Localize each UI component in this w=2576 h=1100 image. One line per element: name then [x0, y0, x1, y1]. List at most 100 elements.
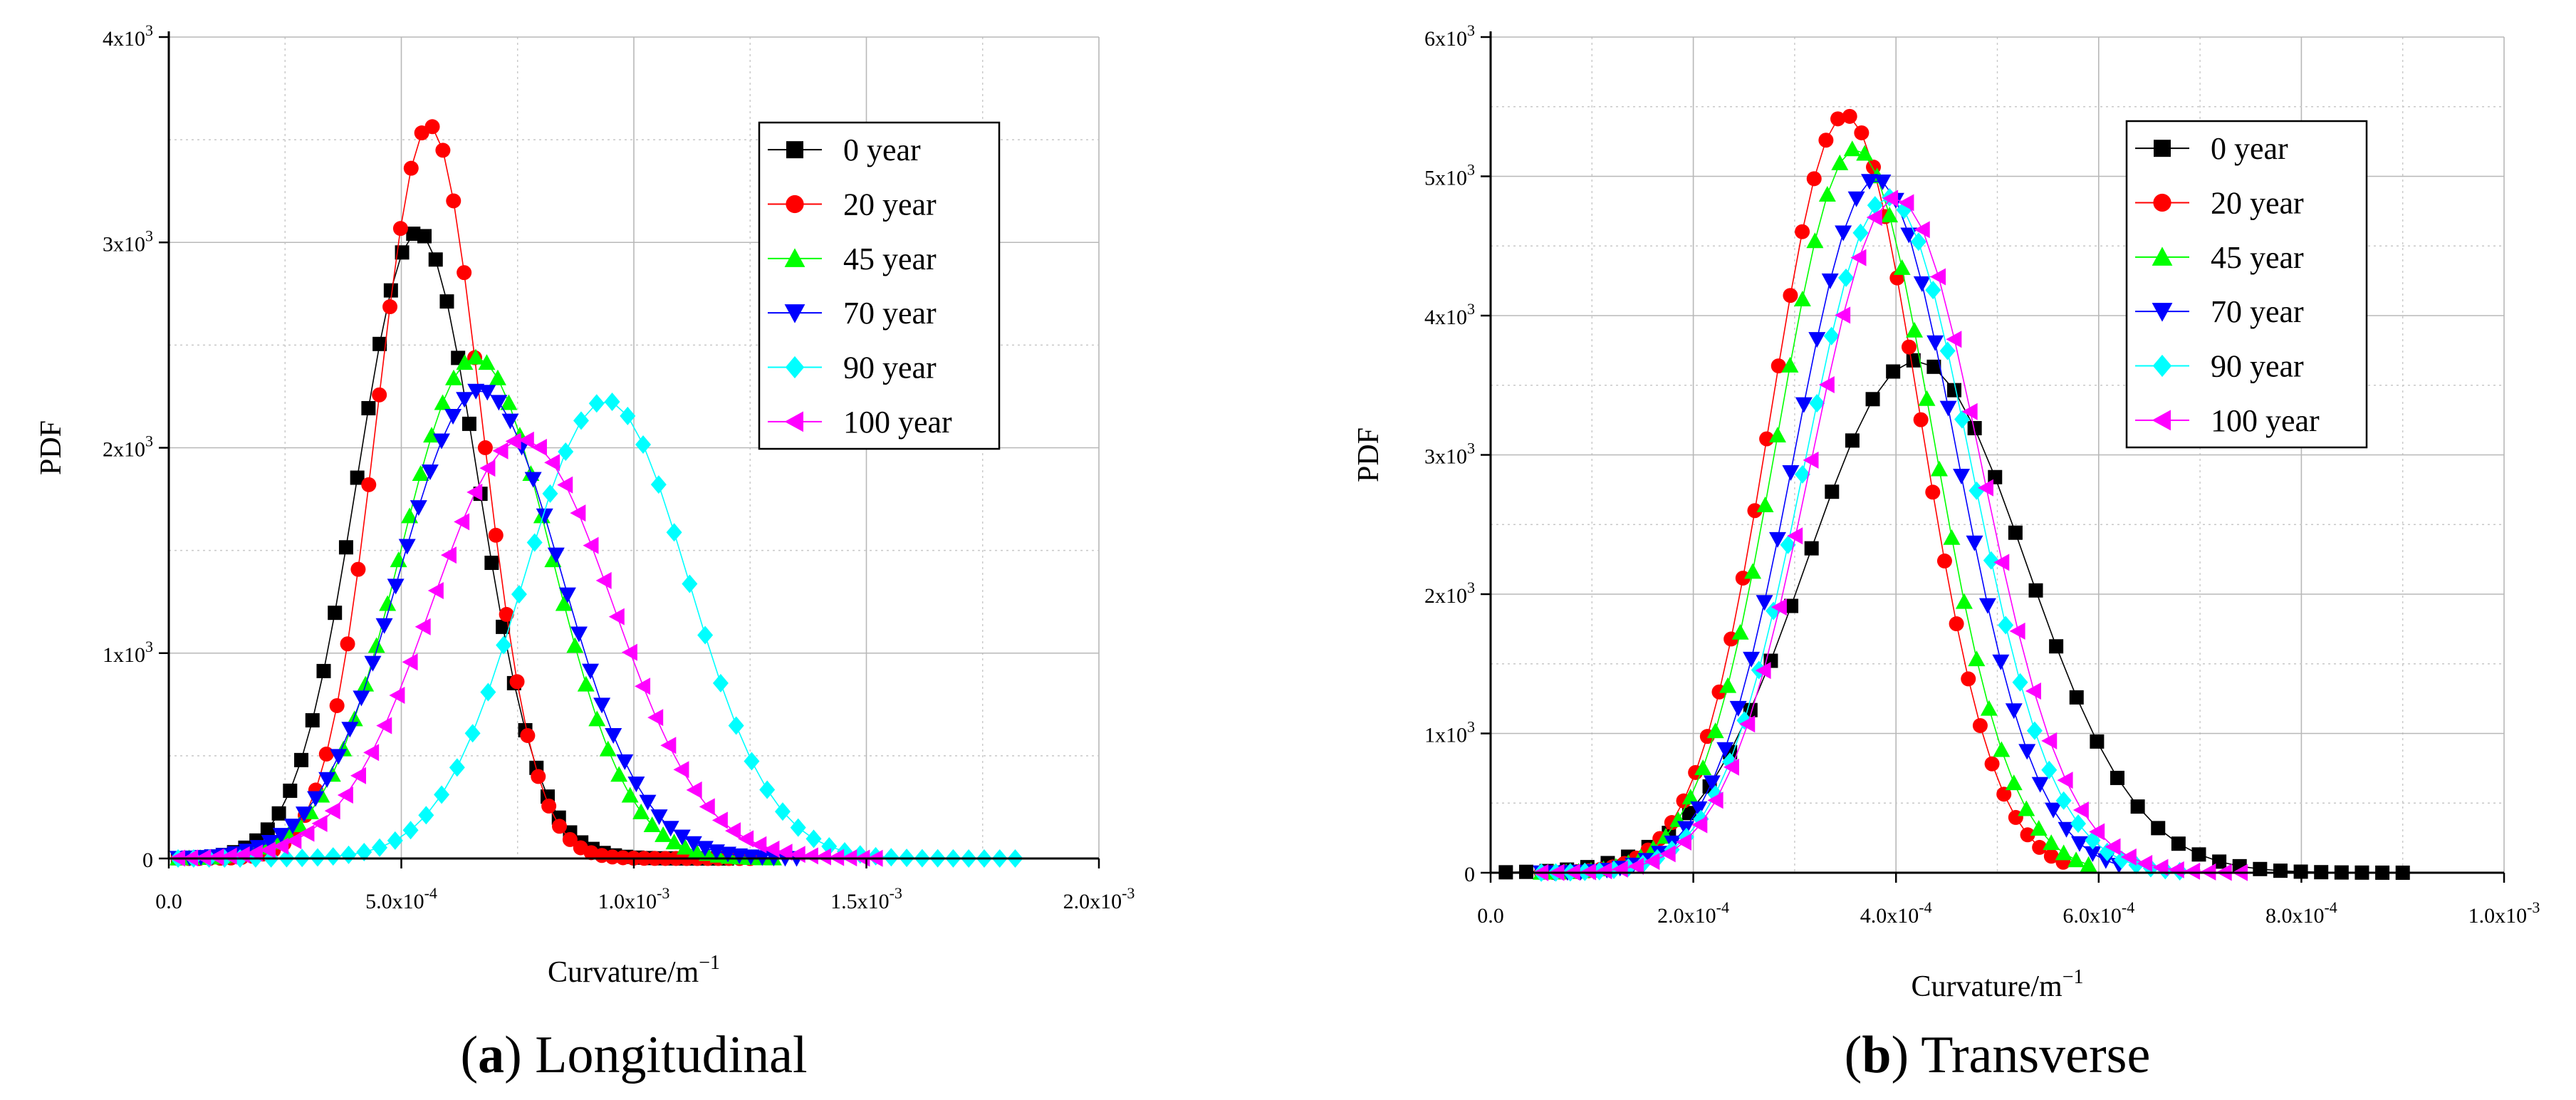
- data-point: [1842, 108, 1857, 124]
- legend: 0 year 20 year 45 year 70 year 90 year 100 ye…: [2125, 120, 2368, 449]
- series-45-year: [1533, 140, 2097, 880]
- data-point: [1983, 551, 1999, 570]
- data-point: [1955, 593, 1973, 609]
- data-point: [1681, 789, 1699, 805]
- y-tick-label: 5x103: [1424, 161, 1475, 190]
- data-point: [562, 831, 578, 847]
- data-point: [697, 626, 714, 645]
- data-point: [1996, 787, 2012, 802]
- data-point: [673, 761, 689, 779]
- data-point: [536, 508, 553, 524]
- y-tick-label: 3x103: [103, 227, 153, 256]
- data-point: [340, 845, 357, 864]
- data-point: [2069, 690, 2084, 705]
- data-point: [454, 513, 470, 531]
- data-point: [2041, 760, 2058, 779]
- data-point: [687, 842, 705, 858]
- data-point: [456, 354, 474, 370]
- data-point: [1856, 145, 1874, 161]
- legend-label: 70 year: [2211, 294, 2304, 329]
- x-tick-label: 2.0x10-4: [1657, 898, 1729, 928]
- data-point: [570, 504, 586, 522]
- x-tick-label-exponent: -4: [424, 884, 437, 902]
- x-axis-label-text: Curvature/m: [1911, 970, 2063, 1003]
- data-point: [1744, 563, 1762, 579]
- x-tick-label-exponent: -4: [2324, 898, 2337, 916]
- data-point: [1978, 598, 1996, 614]
- legend-marker: [784, 411, 803, 432]
- data-point: [316, 663, 331, 678]
- data-point: [805, 829, 822, 849]
- x-tick-label-mantissa: 4.0x10: [1860, 904, 1919, 928]
- data-point: [620, 406, 636, 425]
- data-point: [1781, 356, 1799, 373]
- y-axis-label: PDF: [35, 420, 68, 475]
- data-point: [526, 533, 543, 552]
- data-point: [1743, 651, 1761, 668]
- data-point: [246, 844, 263, 862]
- x-tick-label-mantissa: 8.0x10: [2265, 904, 2325, 928]
- data-point: [699, 798, 715, 816]
- series-90-year: [170, 393, 1023, 868]
- data-point: [350, 561, 366, 577]
- legend-item: 70 year: [768, 296, 937, 331]
- y-tick-label: 2x103: [1424, 578, 1475, 608]
- data-point: [1628, 857, 1644, 875]
- data-point: [1739, 715, 1756, 733]
- series-group: [170, 119, 1023, 868]
- legend-label: 20 year: [2211, 186, 2304, 221]
- x-tick-label: 0.0: [155, 890, 182, 913]
- data-point: [387, 578, 405, 595]
- data-point: [1771, 598, 1787, 616]
- data-point: [2031, 777, 2049, 793]
- y-tick-label-mantissa: 5x10: [1424, 167, 1467, 190]
- data-point: [639, 794, 657, 811]
- data-point: [444, 408, 462, 425]
- data-point: [2090, 734, 2105, 749]
- data-point: [655, 826, 672, 842]
- x-axis-label-text: Curvature/m: [548, 956, 699, 989]
- data-point: [1850, 249, 1867, 266]
- data-point: [328, 606, 343, 621]
- panel-longitudinal: 0.0 5.0x10-4 1.0x10-3 1.5x10-3 2.0x10-301x10…: [35, 21, 1135, 1084]
- data-point: [883, 848, 899, 867]
- y-tick-label-mantissa: 2x10: [1424, 584, 1467, 608]
- data-point: [260, 822, 275, 837]
- legend-item: 0 year: [2135, 131, 2288, 166]
- legend-box: [758, 121, 1001, 450]
- data-point: [621, 787, 639, 803]
- data-point: [1835, 225, 1852, 242]
- data-point: [1900, 227, 1918, 244]
- y-tick-label-mantissa: 1x10: [103, 643, 145, 667]
- data-point: [1795, 224, 1810, 239]
- x-tick-label: 5.0x10-4: [365, 884, 437, 913]
- data-point: [665, 834, 683, 850]
- y-tick-label-exponent: 3: [145, 21, 153, 39]
- series-20-year: [170, 119, 758, 866]
- data-point: [1914, 221, 1930, 239]
- x-tick-label: 1.0x10-3: [598, 884, 670, 913]
- data-point: [577, 675, 595, 692]
- data-point: [462, 416, 476, 431]
- data-point: [593, 697, 611, 714]
- data-point: [2151, 821, 2166, 836]
- data-point: [2008, 525, 2023, 540]
- data-point: [375, 618, 393, 634]
- legend-marker: [2154, 140, 2171, 157]
- data-point: [2018, 744, 2036, 760]
- data-point: [456, 392, 474, 408]
- data-point: [1719, 677, 1737, 693]
- data-point: [1784, 598, 1799, 613]
- data-point: [1913, 412, 1929, 427]
- legend-marker: [786, 141, 803, 159]
- data-point: [389, 686, 405, 704]
- series-line: [178, 356, 773, 859]
- data-point: [1831, 154, 1849, 170]
- data-point: [356, 842, 372, 861]
- series-line: [1541, 148, 2089, 873]
- data-point: [2005, 774, 2023, 791]
- data-point: [427, 582, 444, 600]
- data-point: [544, 454, 560, 472]
- data-point: [541, 798, 557, 814]
- data-point: [643, 816, 661, 833]
